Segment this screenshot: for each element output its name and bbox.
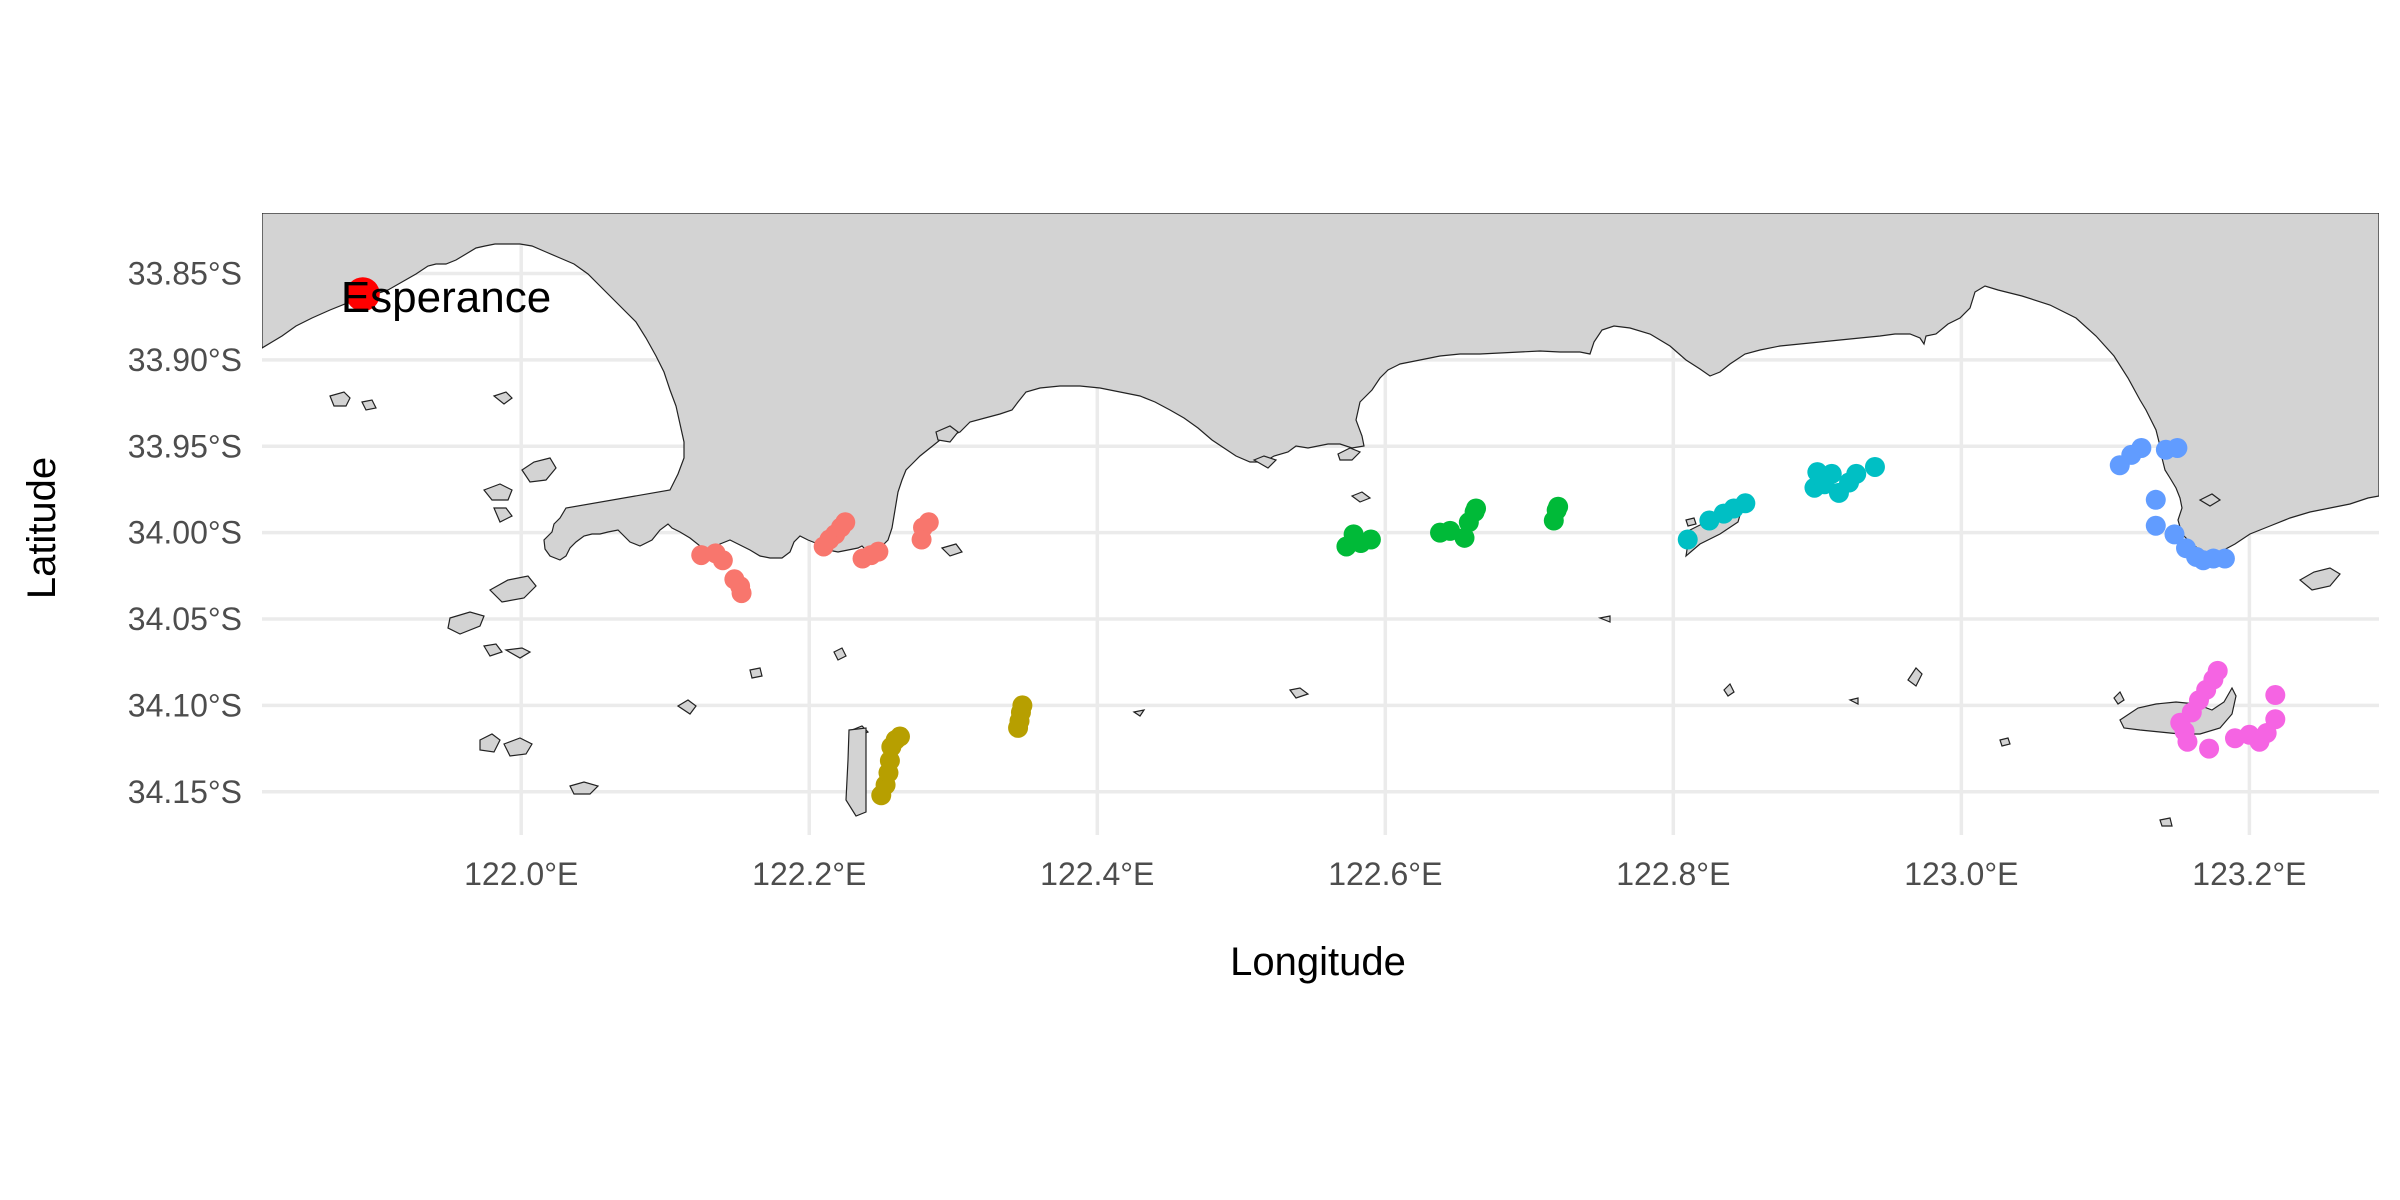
x-tick-label: 122.8°E [1616,856,1730,892]
survey-point [889,726,910,747]
survey-point [712,550,733,571]
town-marker [345,277,380,312]
y-tick-label: 33.85°S [128,255,242,291]
survey-point [1548,496,1569,517]
survey-point [1012,695,1033,716]
x-tick-label: 123.2°E [2192,856,2306,892]
survey-point [2207,660,2228,681]
x-tick-label: 122.6°E [1328,856,1442,892]
offshore-islands [329,391,2341,827]
survey-point [2214,548,2235,569]
y-axis-ticks: 33.85°S 33.90°S 33.95°S 34.00°S 34.05°S 34.10… [128,255,242,809]
y-tick-label: 33.95°S [128,428,242,464]
town-label: Esperance [341,273,551,322]
x-tick-label: 122.2°E [752,856,866,892]
survey-point [1677,529,1698,550]
survey-point [1864,456,1885,477]
survey-point [2164,524,2185,545]
survey-point [2199,738,2220,759]
y-tick-label: 34.10°S [128,687,242,723]
x-tick-label: 123.0°E [1904,856,2018,892]
y-tick-label: 33.90°S [128,342,242,378]
mainland [262,213,2379,561]
survey-point [731,583,752,604]
survey-point [1735,493,1756,514]
x-axis-title: Longitude [1230,940,1406,984]
x-tick-label: 122.0°E [464,856,578,892]
town-point [345,277,380,312]
survey-point [868,541,889,562]
survey-points [691,437,2286,806]
survey-point [2145,515,2166,536]
y-tick-label: 34.15°S [128,774,242,810]
y-axis-title: Latitude [20,457,64,599]
survey-point [2167,437,2188,458]
survey-point [2265,685,2286,706]
survey-point [2265,709,2286,730]
survey-point [1360,529,1381,550]
survey-point [835,512,856,533]
survey-point [2145,489,2166,510]
coastline [262,213,2379,827]
survey-point [918,512,939,533]
survey-point [1821,463,1842,484]
y-tick-label: 34.05°S [128,601,242,637]
survey-point [1846,463,1867,484]
x-tick-label: 122.4°E [1040,856,1154,892]
survey-point [1466,498,1487,519]
survey-point [1454,527,1475,548]
survey-point [2131,437,2152,458]
x-axis-ticks: 122.0°E 122.2°E 122.4°E 122.6°E 122.8°E 123.0… [464,856,2306,892]
y-tick-label: 34.00°S [128,515,242,551]
survey-point [2177,731,2198,752]
